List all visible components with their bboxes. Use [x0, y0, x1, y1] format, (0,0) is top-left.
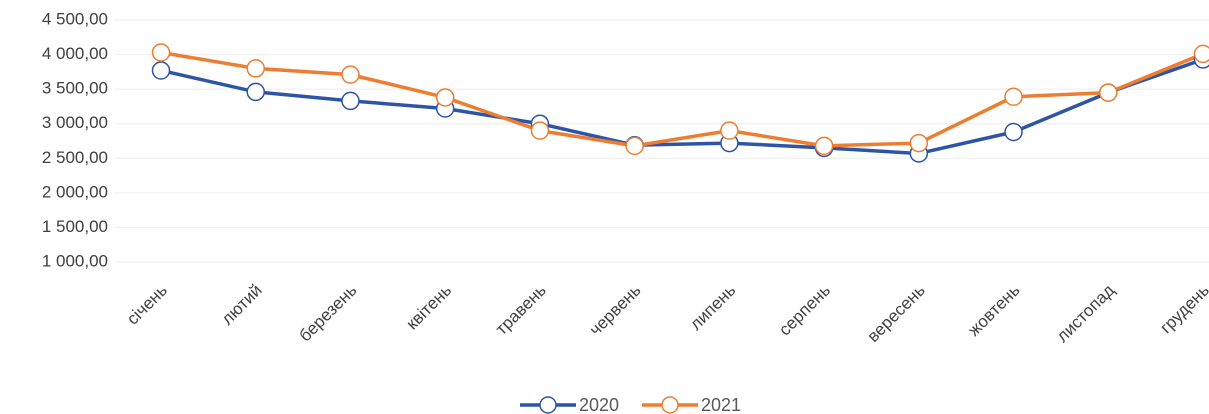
data-point [246, 59, 265, 78]
data-point [151, 61, 171, 80]
y-tick-label: 3 500,00 [42, 79, 108, 98]
series-line [160, 50, 1204, 148]
data-point [720, 121, 739, 140]
legend-item: 2021 [642, 395, 741, 414]
x-tick-label: листопад [1053, 281, 1118, 346]
y-tick-label: 3 000,00 [42, 113, 108, 132]
data-point [435, 88, 455, 107]
data-point [909, 133, 929, 153]
data-point [814, 136, 834, 156]
y-tick-label: 1 500,00 [42, 217, 108, 236]
data-point [1004, 122, 1023, 142]
data-point [530, 121, 550, 140]
data-point [1099, 83, 1118, 102]
x-tick-label: грудень [1156, 280, 1209, 337]
legend-marker [539, 396, 557, 414]
data-point [625, 136, 644, 156]
x-tick-label: квітень [402, 280, 455, 333]
x-tick-label: травень [492, 280, 550, 338]
x-tick-label: серпень [775, 280, 834, 339]
data-point [246, 82, 265, 102]
series-line [160, 57, 1204, 156]
y-tick-label: 4 500,00 [42, 9, 108, 28]
legend-marker [661, 396, 679, 414]
data-point [341, 91, 360, 111]
data-point [341, 65, 360, 84]
x-tick-label: червень [586, 280, 645, 339]
x-tick-label: березень [296, 280, 361, 345]
data-point [151, 43, 171, 62]
x-tick-label: січень [123, 280, 171, 328]
x-tick-label: лютий [218, 281, 266, 329]
legend-label: 2021 [701, 395, 741, 414]
data-point [1193, 44, 1209, 64]
x-tick-label: липень [686, 280, 739, 333]
y-tick-label: 2 000,00 [42, 182, 108, 201]
data-point [1004, 87, 1023, 106]
y-tick-label: 1 000,00 [42, 251, 108, 270]
x-tick-label: вересень [863, 280, 928, 345]
y-tick-label: 2 500,00 [42, 148, 108, 167]
x-tick-label: жовтень [964, 280, 1023, 339]
y-tick-label: 4 000,00 [42, 44, 108, 63]
legend-label: 2020 [579, 395, 619, 414]
legend-item: 2020 [520, 395, 619, 414]
